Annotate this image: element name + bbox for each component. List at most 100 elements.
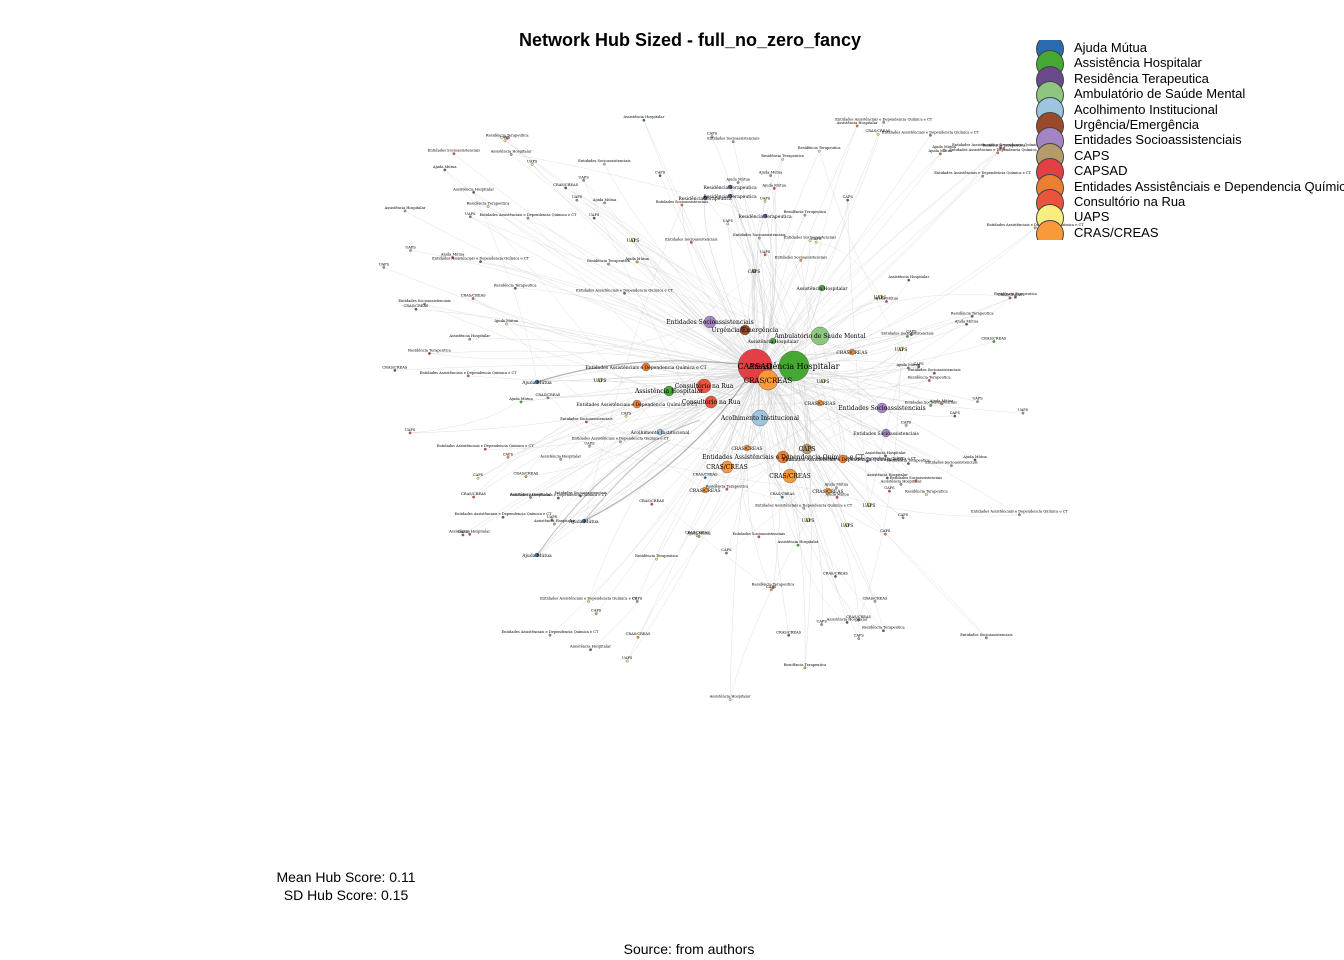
node-label: CAPSAD (738, 362, 773, 371)
peripheral-node (472, 495, 476, 499)
network-edge (651, 371, 761, 505)
node-label: Entidades Assistênciais e Dependencia Qu… (702, 454, 864, 461)
network-node (663, 385, 675, 397)
network-edge (726, 458, 844, 554)
node-label: Entidades Socioassistenciais (853, 431, 919, 437)
node-label: CRAS/CREAS (866, 129, 891, 133)
network-edge (759, 122, 884, 373)
peripheral-node (885, 300, 888, 303)
source-note: Source: from authors (623, 941, 755, 957)
peripheral-node (650, 502, 654, 506)
network-edge (858, 348, 902, 621)
node-label: CAPS (748, 269, 761, 275)
node-label: Ajuda Mútua (929, 398, 954, 403)
network-node (769, 337, 777, 345)
mean-hub-score: Mean Hub Score: 0.11 (276, 869, 416, 885)
peripheral-node (575, 198, 579, 202)
network-node (816, 399, 824, 407)
node-label: CAPS (632, 596, 643, 600)
peripheral-node (582, 178, 585, 182)
legend-item: CAPS (1036, 142, 1344, 171)
node-label: Assistência Hospitalar (746, 338, 799, 345)
legend-label: Residência Terapeutica (1074, 70, 1209, 86)
network-node (838, 454, 848, 464)
peripheral-node (769, 174, 773, 177)
network-edge (722, 371, 761, 490)
peripheral-node (452, 152, 456, 156)
node-label: CRAS/CREAS (685, 531, 710, 535)
peripheral-node (845, 621, 849, 624)
peripheral-node (927, 379, 931, 382)
legend: Ajuda Mútua Assistência Hospitalar Residên… (1036, 40, 1344, 241)
node-label: Entidades Assistênciais e Dependencia Qu… (437, 444, 534, 448)
node-label: CRAS/CREAS (823, 571, 848, 575)
peripheral-node (772, 186, 776, 190)
network-edge (511, 154, 766, 217)
node-label: Entidades Assistênciais e Dependencia Qu… (576, 288, 673, 292)
node-label: UAPS (760, 196, 771, 200)
network-edge (502, 371, 761, 518)
peripheral-node (757, 236, 761, 240)
peripheral-node (904, 424, 908, 427)
network-node (632, 399, 642, 409)
peripheral-node (546, 396, 550, 400)
network-edge (487, 206, 761, 373)
network-edge (737, 182, 765, 373)
network-edge (804, 125, 858, 450)
node-label: Assistência Hospitalar (777, 540, 819, 544)
node-label: CRAS/CREAS (731, 446, 762, 452)
network-node (743, 444, 751, 452)
network-edge (759, 371, 888, 479)
node-label: Entidades Socioassistenciais (560, 417, 613, 421)
peripheral-node (559, 457, 563, 461)
network-edge (704, 197, 761, 373)
node-label: Ajuda Mútua (931, 144, 956, 149)
network-edge (659, 227, 1036, 433)
network-edge (510, 154, 761, 373)
node-label: Entidades Assistênciais e Dependencia Qu… (952, 143, 1049, 147)
node-label: UAPS (572, 195, 583, 199)
network-edge (769, 159, 783, 342)
peripheral-node (642, 118, 646, 122)
peripheral-node (506, 455, 510, 459)
node-label: Entidades Assistênciais e Dependencia Qu… (971, 510, 1068, 514)
network-edge (759, 371, 876, 602)
peripheral-node (607, 262, 610, 266)
network-edge (536, 360, 756, 383)
network-edge (462, 371, 761, 536)
legend-label: Acolhimento Institucional (1074, 101, 1218, 117)
peripheral-node (589, 648, 592, 652)
network-node (727, 184, 733, 190)
network-edge (527, 218, 791, 477)
node-label: CRAS/CREAS (382, 365, 407, 369)
peripheral-node (763, 253, 767, 257)
legend-item: Assistência Hospitalar (1036, 50, 1344, 79)
node-label: CRAS/CREAS (514, 472, 539, 476)
network-node (534, 379, 540, 385)
network-node (762, 213, 768, 219)
peripheral-node (883, 532, 887, 536)
node-label: Entidades Assistênciais e Dependencia Qu… (882, 130, 979, 134)
network-edge (383, 267, 761, 373)
network-edge (759, 367, 909, 419)
node-label: Residência Terapeutica (862, 626, 905, 630)
peripheral-node (857, 637, 861, 641)
peripheral-node (882, 629, 885, 633)
peripheral-node (603, 201, 607, 205)
sd-hub-score: SD Hub Score: 0.15 (283, 887, 409, 903)
node-label: Entidades Assistênciais e Dependencia Qu… (949, 148, 1046, 152)
node-label: CRAS/CREAS (846, 615, 871, 619)
node-label: Assistência Hospitalar (826, 617, 868, 621)
network-edge (819, 151, 902, 350)
node-label: Residência Terapeutica (587, 259, 630, 263)
node-label: Ajuda Mútua (725, 176, 750, 181)
network-node (801, 443, 813, 455)
network-edge (468, 371, 761, 382)
hub-score-stats: Mean Hub Score: 0.11 SD Hub Score: 0.15 (246, 868, 446, 904)
network-edge (444, 169, 661, 433)
network-edge (586, 421, 784, 458)
network-node (696, 378, 712, 394)
network-node (876, 402, 888, 414)
node-label: CAPS (798, 446, 815, 453)
network-edge (576, 199, 761, 373)
